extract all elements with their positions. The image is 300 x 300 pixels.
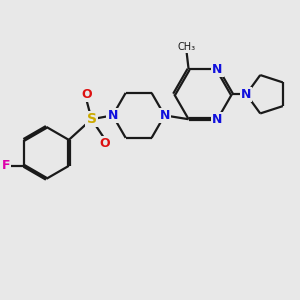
Text: S: S <box>86 112 97 126</box>
Text: N: N <box>212 63 223 76</box>
Text: O: O <box>100 137 110 150</box>
Text: O: O <box>81 88 92 101</box>
Text: N: N <box>241 88 251 101</box>
Text: N: N <box>212 113 223 126</box>
Text: N: N <box>159 109 170 122</box>
Text: CH₃: CH₃ <box>178 42 196 52</box>
Text: F: F <box>2 159 10 172</box>
Text: N: N <box>107 109 118 122</box>
